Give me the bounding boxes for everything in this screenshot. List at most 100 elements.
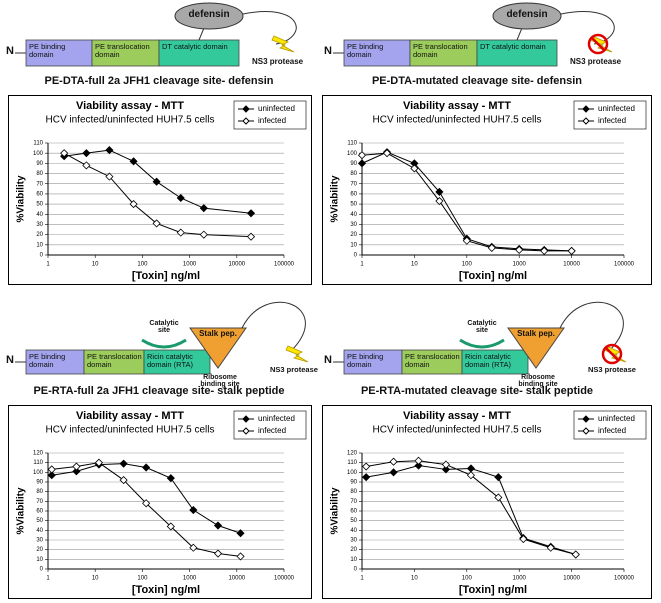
inhibited-slash	[591, 37, 605, 51]
domain-label: DT catalytic domain	[162, 42, 228, 51]
x-tick-label: 10000	[563, 262, 580, 268]
x-tick-label: 100000	[274, 576, 295, 582]
data-point	[60, 149, 69, 158]
protease-label: NS3 protease	[570, 57, 622, 66]
data-point	[189, 505, 198, 515]
data-point	[199, 230, 208, 239]
legend-marker	[582, 415, 590, 423]
protease-label: NS3 protease	[252, 57, 304, 66]
legend-label: uninfected	[598, 104, 635, 113]
domain-label: DT catalytic domain	[480, 42, 546, 51]
y-tick-label: 60	[36, 509, 43, 515]
binding-site-label: Ribosome binding site	[518, 374, 558, 389]
y-tick-label: 80	[36, 171, 43, 177]
domain-label: PE translocation domain	[413, 42, 468, 59]
y-tick-label: 120	[33, 451, 44, 457]
data-point	[546, 543, 555, 552]
x-axis-label: [Toxin] ng/ml	[459, 270, 527, 282]
domain-label: PE translocation domain	[95, 42, 150, 59]
data-point	[494, 473, 503, 482]
data-point	[119, 476, 128, 485]
x-tick-label: 1	[360, 262, 364, 268]
data-point	[487, 243, 496, 252]
legend-label: uninfected	[598, 414, 635, 423]
data-point	[571, 550, 580, 559]
domain-label: PE binding domain	[347, 42, 384, 59]
y-axis-label: %Viability	[330, 175, 341, 222]
loop	[241, 301, 306, 351]
data-point	[213, 521, 223, 530]
data-point	[72, 467, 81, 476]
y-tick-label: 50	[350, 202, 357, 208]
inhibited-sign	[587, 33, 609, 55]
chart-subtitle: HCV infected/uninfected HUH7.5 cells	[46, 425, 215, 436]
domain-label: PE translocation domain	[87, 352, 142, 369]
data-point	[94, 458, 104, 467]
y-tick-label: 60	[36, 191, 43, 197]
x-tick-label: 1	[46, 576, 50, 582]
x-tick-label: 1	[46, 262, 50, 268]
data-point	[176, 228, 185, 237]
chart-subtitle: HCV infected/uninfected HUH7.5 cells	[46, 115, 215, 126]
y-tick-label: 90	[36, 161, 43, 167]
construct-caption: PE-RTA-full 2a JFH1 cleavage site- stalk…	[33, 385, 285, 397]
chart: Viability assay - MTT HCV infected/uninfe…	[8, 95, 312, 285]
data-point	[119, 459, 128, 468]
y-tick-label: 100	[33, 151, 44, 157]
y-tick-label: 50	[36, 202, 43, 208]
domain-box	[91, 39, 160, 67]
data-point	[246, 209, 256, 218]
y-tick-label: 20	[350, 547, 357, 553]
y-tick-label: 40	[350, 212, 357, 218]
x-axis-label: [Toxin] ng/ml	[132, 584, 200, 596]
y-tick-label: 120	[347, 451, 358, 457]
n-terminus: N	[324, 354, 332, 366]
y-axis-label: %Viability	[16, 487, 27, 534]
data-point	[129, 200, 138, 209]
data-point	[105, 172, 114, 181]
stalk-label: Stalk pep.	[199, 329, 237, 338]
data-point	[567, 246, 576, 255]
y-tick-label: 110	[347, 141, 357, 147]
data-point	[441, 460, 451, 469]
binding-site-label: Ribosome binding site	[200, 374, 240, 389]
protease-label: NS3 protease	[270, 365, 318, 374]
x-tick-label: 10	[411, 576, 418, 582]
payload-link	[516, 27, 523, 41]
chart-subtitle: HCV infected/uninfected HUH7.5 cells	[373, 115, 542, 126]
x-axis-label: [Toxin] ng/ml	[132, 270, 200, 282]
data-point	[540, 246, 549, 255]
x-tick-label: 1000	[183, 262, 197, 268]
y-tick-label: 30	[36, 222, 43, 228]
x-tick-label: 100000	[614, 576, 635, 582]
data-point	[435, 196, 444, 206]
x-tick-label: 100000	[614, 262, 635, 268]
domain-label: PE binding domain	[29, 42, 66, 59]
data-point	[494, 493, 503, 502]
y-tick-label: 110	[33, 460, 43, 466]
data-point	[236, 552, 245, 561]
n-terminus: N	[6, 354, 14, 366]
legend-label: infected	[258, 116, 286, 125]
y-tick-label: 70	[36, 181, 43, 187]
catalytic-site	[459, 338, 505, 349]
domain-box	[461, 349, 529, 375]
y-tick-label: 0	[40, 567, 44, 573]
x-axis-label: [Toxin] ng/ml	[459, 584, 527, 596]
y-tick-label: 40	[350, 528, 357, 534]
payload-link	[198, 27, 205, 41]
data-point	[519, 534, 528, 544]
y-tick-label: 60	[350, 191, 357, 197]
data-point	[410, 164, 419, 173]
stalk	[507, 327, 565, 369]
data-point	[129, 157, 138, 166]
y-tick-label: 40	[36, 212, 43, 218]
legend-marker	[242, 415, 250, 423]
y-tick-label: 110	[347, 460, 357, 466]
domain-box	[401, 349, 463, 375]
y-tick-label: 0	[354, 567, 358, 573]
x-tick-label: 100	[462, 262, 473, 268]
y-tick-label: 70	[350, 499, 357, 505]
legend-marker	[242, 105, 250, 113]
data-point	[199, 204, 208, 213]
